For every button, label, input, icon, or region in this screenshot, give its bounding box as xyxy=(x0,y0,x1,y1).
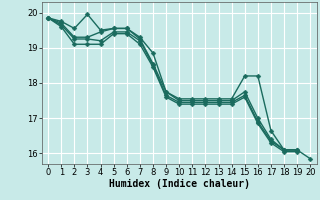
X-axis label: Humidex (Indice chaleur): Humidex (Indice chaleur) xyxy=(109,179,250,189)
